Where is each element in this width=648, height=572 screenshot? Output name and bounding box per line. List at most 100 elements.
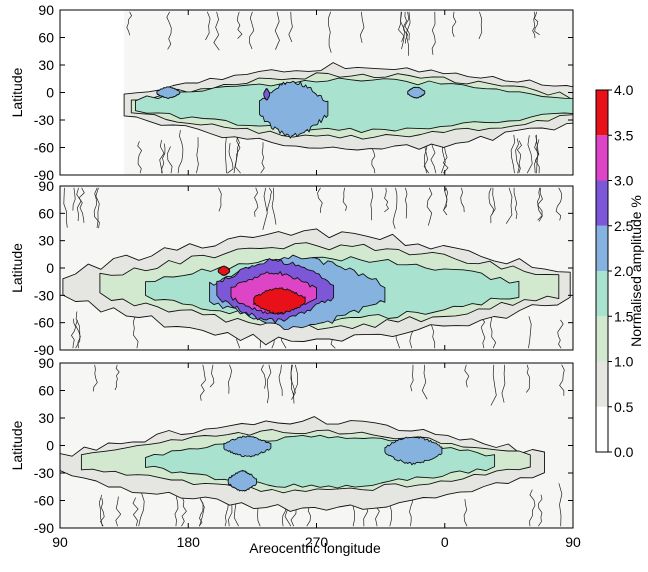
noise-contour-line [464,364,470,388]
noise-contour-line [490,364,497,406]
noise-contour-line [70,318,77,349]
colorbar-swatch-5 [596,180,608,226]
y-tick-label: 0 [46,438,54,454]
colorbar-swatch-4 [596,225,608,271]
contour-fills [60,363,573,528]
colorbar-tick-label: 4.0 [614,82,634,98]
noise-contour-line [78,187,85,223]
noise-contour-line [132,314,139,349]
noise-contour-line [327,11,332,53]
noise-contour-line [75,311,81,349]
contour-region-2-5 [263,88,270,101]
noise-contour-line [451,11,457,38]
noise-contour-line [404,11,410,41]
x-tick-label: 0 [441,534,449,550]
y-tick-label: 0 [46,260,54,276]
noise-contour-line [266,364,272,404]
noise-contours [126,11,540,174]
noise-contour-line [227,143,234,174]
noise-contour-line [384,187,389,213]
y-tick-label: 30 [38,233,54,249]
noise-contour-line [532,11,536,39]
noise-contour-line [234,134,241,174]
noise-contour-line [410,364,414,392]
noise-contour-line [260,364,266,389]
noise-contour-line [213,11,220,51]
noise-contour-line [526,364,531,393]
noise-contour-line [237,11,243,39]
noise-contour-line [405,187,408,219]
y-tick-label: 90 [38,178,54,194]
noise-contour-line [76,187,82,222]
colorbar-tick-label: 3.0 [614,173,634,189]
noise-contour-line [205,11,211,41]
colorbar-label: Normalised amplitude % [628,195,644,347]
noise-contour-line [138,492,145,527]
contour-region-2 [227,469,258,492]
noise-contour-line [505,187,513,224]
noise-contour-line [528,316,532,349]
y-tick-label: 30 [38,410,54,426]
noise-contour-line [405,11,411,56]
noise-contour-line [488,187,494,215]
contour-region-2 [259,80,329,139]
panel-2: 90 60 30 0 -30 -60 -90 Latitude [9,178,574,358]
y-axis-label: Latitude [9,420,25,470]
colorbar-tick-label: 1.0 [614,354,634,370]
y-tick-label: -90 [34,520,54,536]
y-tick-label: -30 [34,465,54,481]
colorbar-swatch-7 [596,90,608,136]
noise-contour-line [317,187,323,213]
noise-contour-line [359,11,365,43]
colorbar-tick-label: 2.0 [614,263,634,279]
colorbar-swatch-3 [596,271,608,317]
y-tick-label: -30 [34,287,54,303]
panel-3: 90 60 30 0 -30 -60 -90 Latitude [9,355,574,536]
noise-contour-line [200,364,206,401]
colorbar-swatch-0 [596,406,608,452]
y-tick-label: -60 [34,493,54,509]
colorbar-tick-label: 2.5 [614,218,634,234]
colorbar-swatch-6 [596,135,608,181]
noise-contour-line [443,187,448,211]
contour-panels: 90 60 30 0 -30 -60 -90 Latitude 90 60 30 0 -30 -60 -90… [9,2,574,536]
noise-contour-line [537,187,543,222]
noise-contour-line [392,187,398,229]
y-tick-label: 90 [38,2,54,18]
colorbar-tick-label: 0.0 [614,444,634,460]
noise-contour-line [126,11,133,36]
colorbar-swatch-2 [596,316,608,362]
noise-contour-line [228,364,232,394]
noise-contour-line [490,187,496,224]
x-tick-label: 270 [305,534,329,550]
contour-region-2 [223,435,272,458]
noise-contour-line [196,137,199,174]
contour-fills [123,10,573,175]
noise-contour-line [115,496,122,527]
noise-contour-line [137,141,143,174]
noise-contour-line [516,140,522,174]
y-tick-label: -90 [34,342,54,358]
noise-contour-line [93,187,100,229]
colorbar-tick-label: 3.5 [614,127,634,143]
noise-contour-line [400,11,405,50]
colorbar-swatches [595,89,609,453]
noise-contour-line [72,187,76,211]
noise-contour-line [342,187,347,211]
noise-contour-line [209,364,215,388]
contour-region-3-5 [217,265,231,277]
noise-contour-line [274,11,280,50]
colorbar-tick-labels: 0.0 0.5 1.0 1.5 2.0 2.5 3.0 3.5 4.0 [608,82,634,460]
noise-contour-line [233,136,240,174]
noise-contour-line [159,139,165,174]
noise-contour-line [271,187,277,225]
y-ticks: 90 60 30 0 -30 -60 -90 [34,2,573,183]
colorbar-swatch-1 [596,361,608,407]
y-ticks: 90 60 30 0 -30 -60 -90 [34,178,573,358]
noise-contour-line [443,187,448,216]
y-tick-label: -30 [34,112,54,128]
noise-contour-line [63,187,68,228]
noise-contour-line [100,498,105,527]
noise-contour-line [536,139,540,174]
noise-contour-line [288,11,293,43]
